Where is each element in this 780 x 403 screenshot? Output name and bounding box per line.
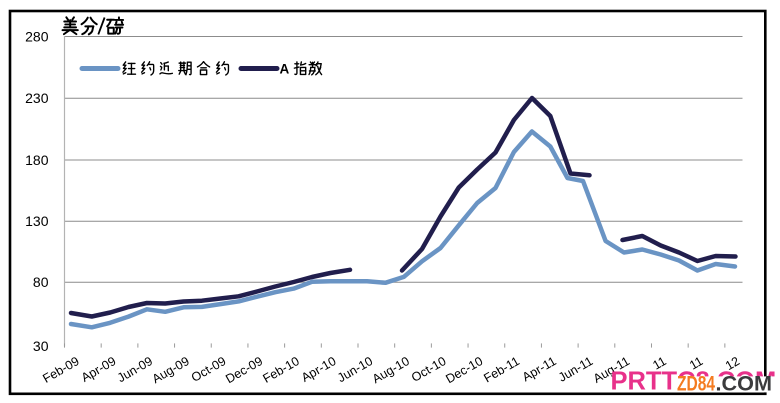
svg-text:12: 12 bbox=[723, 354, 742, 373]
svg-text:11: 11 bbox=[650, 354, 668, 373]
svg-text:11: 11 bbox=[687, 354, 705, 373]
svg-text:ZD84: ZD84 bbox=[677, 372, 715, 396]
svg-text:A: A bbox=[280, 62, 290, 77]
svg-text:230: 230 bbox=[25, 90, 49, 106]
svg-text:30: 30 bbox=[33, 338, 49, 354]
svg-text:80: 80 bbox=[33, 274, 49, 290]
svg-text:.COM: .COM bbox=[716, 372, 773, 396]
svg-text:180: 180 bbox=[25, 152, 49, 168]
svg-text:130: 130 bbox=[25, 213, 49, 229]
svg-text:280: 280 bbox=[25, 28, 49, 44]
